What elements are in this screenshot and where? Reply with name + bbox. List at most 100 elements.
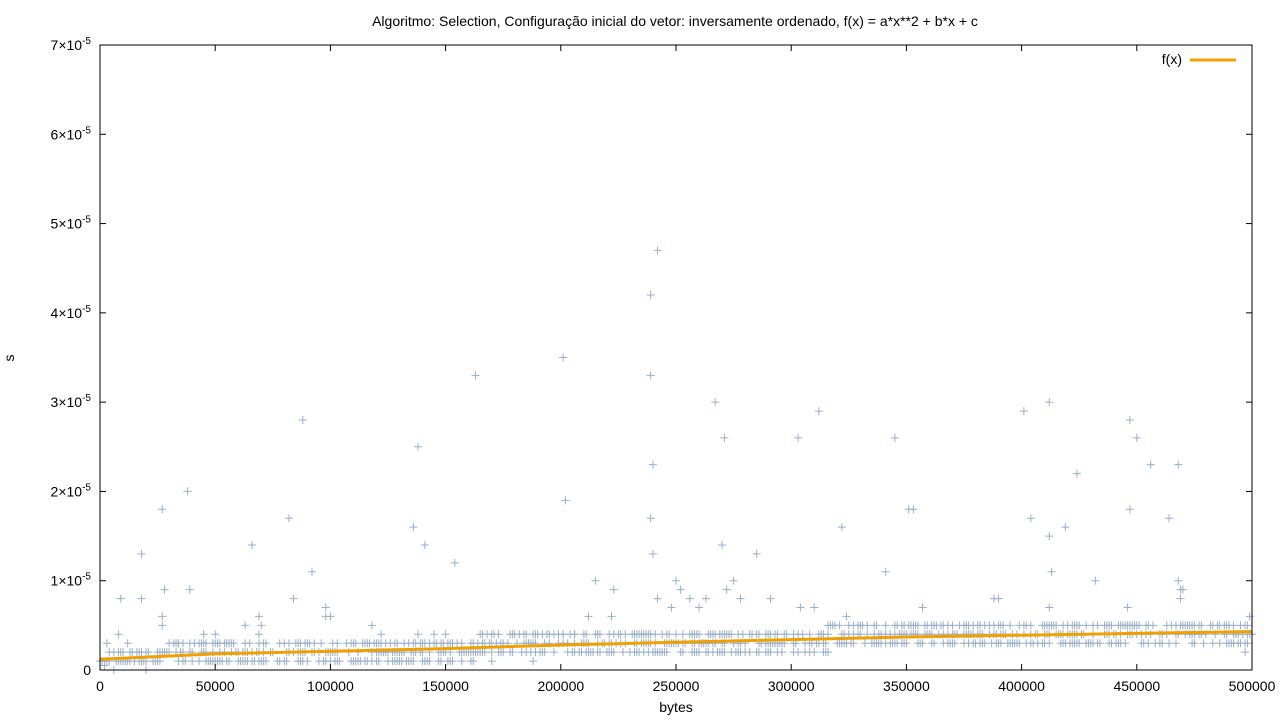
band-point <box>720 648 729 657</box>
x-tick-label: 450000 <box>1113 678 1160 694</box>
x-tick-label: 300000 <box>768 678 815 694</box>
data-point <box>1047 567 1056 576</box>
data-point <box>506 630 515 639</box>
data-point <box>1176 594 1185 603</box>
data-point <box>326 612 335 621</box>
band-point <box>1208 639 1217 648</box>
data-point <box>185 585 194 594</box>
band-point <box>849 639 858 648</box>
band-point <box>794 648 803 657</box>
band-point <box>1148 621 1157 630</box>
data-point <box>321 603 330 612</box>
data-point <box>413 630 422 639</box>
chart-title: Algoritmo: Selection, Configuração inici… <box>372 13 978 29</box>
data-point <box>116 594 125 603</box>
band-point <box>695 630 704 639</box>
band-point <box>980 639 989 648</box>
band-point <box>1144 639 1153 648</box>
band-point <box>1006 621 1015 630</box>
y-tick-label: 5×10-5 <box>51 215 92 232</box>
data-point <box>621 630 630 639</box>
band-point <box>582 630 591 639</box>
band-point <box>1215 639 1224 648</box>
data-point <box>1174 576 1183 585</box>
band-point <box>409 657 418 666</box>
x-tick-label: 250000 <box>653 678 700 694</box>
data-point <box>174 639 183 648</box>
data-point <box>298 416 307 424</box>
band-point <box>1165 639 1174 648</box>
data-point <box>1241 648 1250 657</box>
data-point <box>842 612 851 621</box>
y-tick-label: 4×10-5 <box>51 304 92 321</box>
y-tick-label: 0 <box>83 662 91 678</box>
data-point <box>646 371 655 380</box>
band-point <box>930 639 939 648</box>
data-point <box>420 541 429 549</box>
data-point <box>570 630 579 639</box>
data-point <box>796 603 805 612</box>
band-point <box>480 648 489 657</box>
band-point <box>317 639 326 648</box>
x-axis-ticks: 0 50000 100000 150000 200000 250000 300000 3500… <box>96 45 1276 694</box>
band-point <box>1197 621 1206 630</box>
data-point <box>471 371 480 380</box>
data-point <box>720 433 729 442</box>
data-point <box>648 549 657 558</box>
y-tick-label: 2×10-5 <box>51 482 92 499</box>
band-point <box>540 648 549 657</box>
data-point <box>430 630 439 639</box>
band-point <box>835 621 844 630</box>
band-point <box>508 648 517 657</box>
data-point <box>409 523 418 532</box>
data-point <box>529 657 538 666</box>
band-point <box>754 648 763 657</box>
band-point <box>487 648 496 657</box>
band-point <box>1135 621 1144 630</box>
data-point <box>1045 532 1054 541</box>
fit-line-layer <box>99 630 1253 661</box>
band-point <box>303 657 312 666</box>
x-tick-label: 350000 <box>883 678 930 694</box>
band-point <box>860 639 869 648</box>
data-point <box>1026 514 1035 523</box>
data-point <box>881 567 890 576</box>
band-point <box>777 648 786 657</box>
data-point <box>607 612 616 621</box>
band-point <box>918 639 927 648</box>
band-point <box>195 657 204 666</box>
band-point <box>872 621 881 630</box>
data-point <box>1123 603 1132 612</box>
band-point <box>651 630 660 639</box>
data-point <box>241 621 250 630</box>
band-point <box>1243 639 1252 648</box>
band-point <box>436 657 445 666</box>
data-point <box>123 639 132 648</box>
band-point <box>1121 639 1130 648</box>
band-point <box>821 639 830 648</box>
data-point <box>1061 523 1070 532</box>
band-point <box>805 630 814 639</box>
band-point <box>181 657 190 666</box>
data-point <box>591 576 600 585</box>
band-point <box>996 639 1005 648</box>
data-point <box>630 630 639 639</box>
band-point <box>1107 621 1116 630</box>
band-point <box>261 657 270 666</box>
band-point <box>824 630 833 639</box>
data-point <box>890 433 899 442</box>
data-point <box>137 594 146 603</box>
data-point <box>1045 603 1054 612</box>
band-point <box>672 630 680 639</box>
data-point <box>653 246 662 255</box>
data-point <box>367 621 376 630</box>
data-point <box>254 612 263 621</box>
data-point <box>1146 460 1155 469</box>
data-point <box>289 594 298 603</box>
data-point <box>257 621 266 630</box>
data-point <box>1019 407 1028 416</box>
band-point <box>678 630 687 639</box>
data-point <box>515 630 524 639</box>
data-point <box>695 603 704 612</box>
data-point <box>814 407 823 416</box>
